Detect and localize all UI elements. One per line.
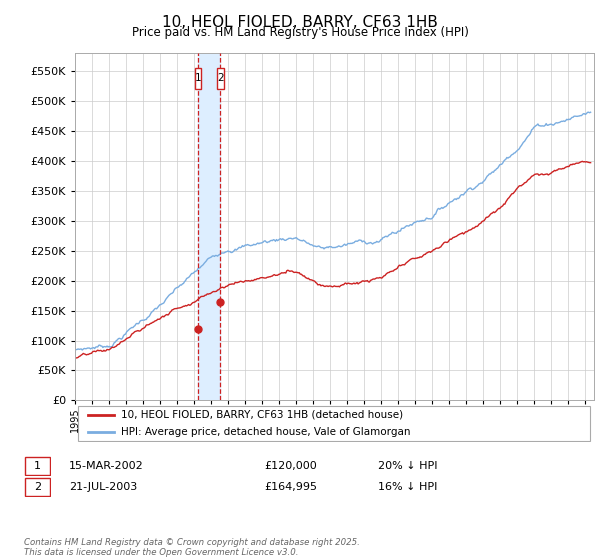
Text: Price paid vs. HM Land Registry's House Price Index (HPI): Price paid vs. HM Land Registry's House … (131, 26, 469, 39)
Text: 2: 2 (34, 482, 41, 492)
Text: £120,000: £120,000 (264, 461, 317, 471)
Text: 15-MAR-2002: 15-MAR-2002 (69, 461, 144, 471)
Text: 1: 1 (34, 461, 41, 471)
Text: 10, HEOL FIOLED, BARRY, CF63 1HB (detached house): 10, HEOL FIOLED, BARRY, CF63 1HB (detach… (121, 410, 403, 420)
Text: 16% ↓ HPI: 16% ↓ HPI (378, 482, 437, 492)
Text: 20% ↓ HPI: 20% ↓ HPI (378, 461, 437, 471)
Text: 2: 2 (217, 73, 224, 83)
Text: £164,995: £164,995 (264, 482, 317, 492)
Text: 21-JUL-2003: 21-JUL-2003 (69, 482, 137, 492)
Bar (197, 53, 220, 400)
Text: Contains HM Land Registry data © Crown copyright and database right 2025.
This d: Contains HM Land Registry data © Crown c… (24, 538, 360, 557)
Text: 1: 1 (194, 73, 201, 83)
Text: HPI: Average price, detached house, Vale of Glamorgan: HPI: Average price, detached house, Vale… (121, 427, 410, 437)
Bar (194, 68, 201, 89)
Bar (217, 68, 224, 89)
Text: 10, HEOL FIOLED, BARRY, CF63 1HB: 10, HEOL FIOLED, BARRY, CF63 1HB (162, 15, 438, 30)
